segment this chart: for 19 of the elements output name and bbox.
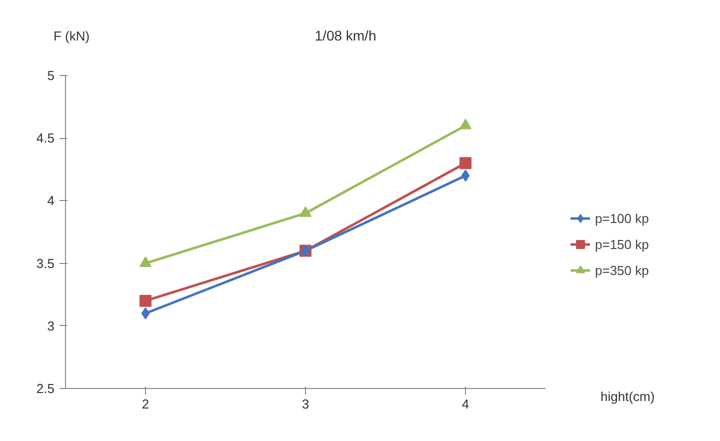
- y-tick-label: 4: [47, 193, 55, 208]
- y-axis-title: F (kN): [54, 28, 90, 44]
- y-tick-label: 2.5: [36, 381, 55, 396]
- x-tick-label: 4: [462, 396, 470, 412]
- y-tick-label: 3: [47, 318, 55, 334]
- x-tick-label: 2: [142, 396, 150, 412]
- legend-label: p=350 kp: [595, 262, 649, 278]
- chart-title: 1/08 km/h: [314, 28, 376, 44]
- y-tick-label: 5: [47, 68, 55, 83]
- point: [141, 307, 150, 320]
- y-tick-label: 3.5: [36, 256, 55, 271]
- y-tick-label: 4.5: [36, 130, 55, 146]
- legend-label: p=100 kp: [595, 210, 649, 226]
- x-tick-label: 3: [302, 396, 310, 412]
- point: [461, 170, 470, 182]
- point: [140, 294, 152, 307]
- legend-label: p=150 kp: [595, 236, 649, 252]
- point: [460, 157, 472, 170]
- x-axis-title: hight(cm): [600, 389, 655, 404]
